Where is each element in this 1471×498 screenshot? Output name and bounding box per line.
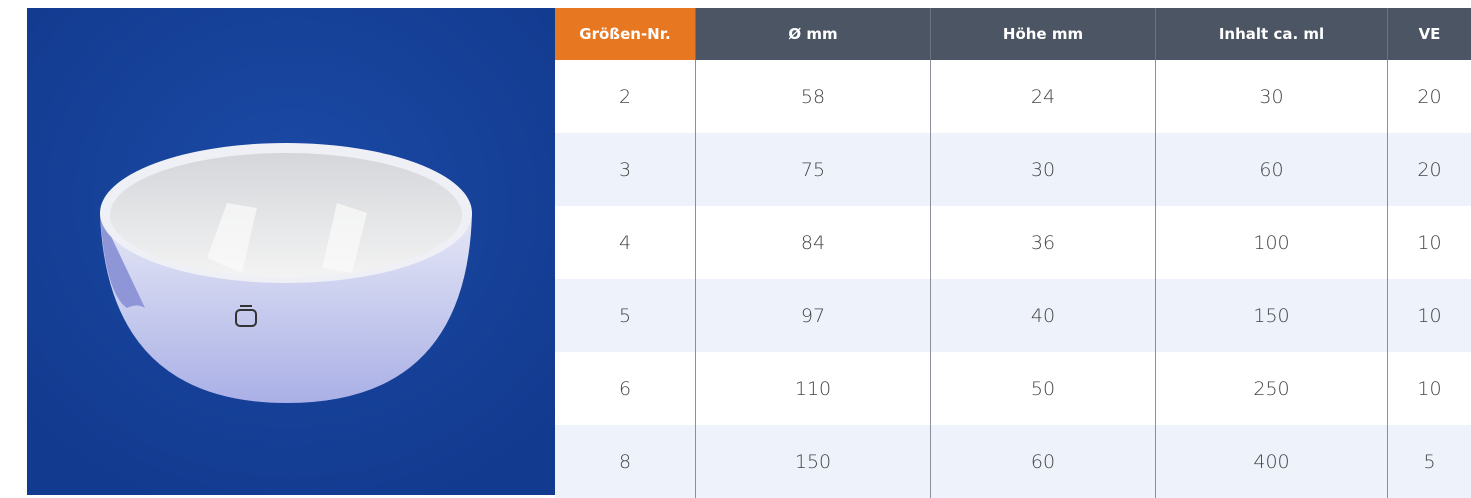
table-cell: 3 — [555, 133, 695, 206]
table-cell: 58 — [695, 60, 930, 133]
product-photo — [27, 8, 555, 495]
table-cell: 60 — [1155, 133, 1387, 206]
header-cell: Größen-Nr. — [555, 8, 695, 60]
table-cell: 84 — [695, 206, 930, 279]
table-cell: 5 — [1387, 425, 1471, 498]
table-cell: 400 — [1155, 425, 1387, 498]
table-cell: 24 — [930, 60, 1155, 133]
table-cell: 150 — [1155, 279, 1387, 352]
table-cell: 60 — [930, 425, 1155, 498]
header-cell: Ø mm — [695, 8, 930, 60]
table-cell: 36 — [930, 206, 1155, 279]
table-cell: 250 — [1155, 352, 1387, 425]
table-cell: 40 — [930, 279, 1155, 352]
table-cell: 100 — [1155, 206, 1387, 279]
table-cell: 6 — [555, 352, 695, 425]
table-cell: 50 — [930, 352, 1155, 425]
page: Größen-Nr.Ø mmHöhe mmInhalt ca. mlVE2582… — [0, 0, 1471, 495]
table-cell: 10 — [1387, 279, 1471, 352]
table-cell: 2 — [555, 60, 695, 133]
table-cell: 75 — [695, 133, 930, 206]
table-cell: 8 — [555, 425, 695, 498]
table-cell: 10 — [1387, 352, 1471, 425]
table-cell: 5 — [555, 279, 695, 352]
table-cell: 10 — [1387, 206, 1471, 279]
table-cell: 30 — [930, 133, 1155, 206]
header-cell: VE — [1387, 8, 1471, 60]
table-cell: 20 — [1387, 133, 1471, 206]
table-cell: 110 — [695, 352, 930, 425]
header-cell: Inhalt ca. ml — [1155, 8, 1387, 60]
header-cell: Höhe mm — [930, 8, 1155, 60]
table-cell: 30 — [1155, 60, 1387, 133]
table-cell: 20 — [1387, 60, 1471, 133]
table-cell: 4 — [555, 206, 695, 279]
table-cell: 97 — [695, 279, 930, 352]
table-cell: 150 — [695, 425, 930, 498]
